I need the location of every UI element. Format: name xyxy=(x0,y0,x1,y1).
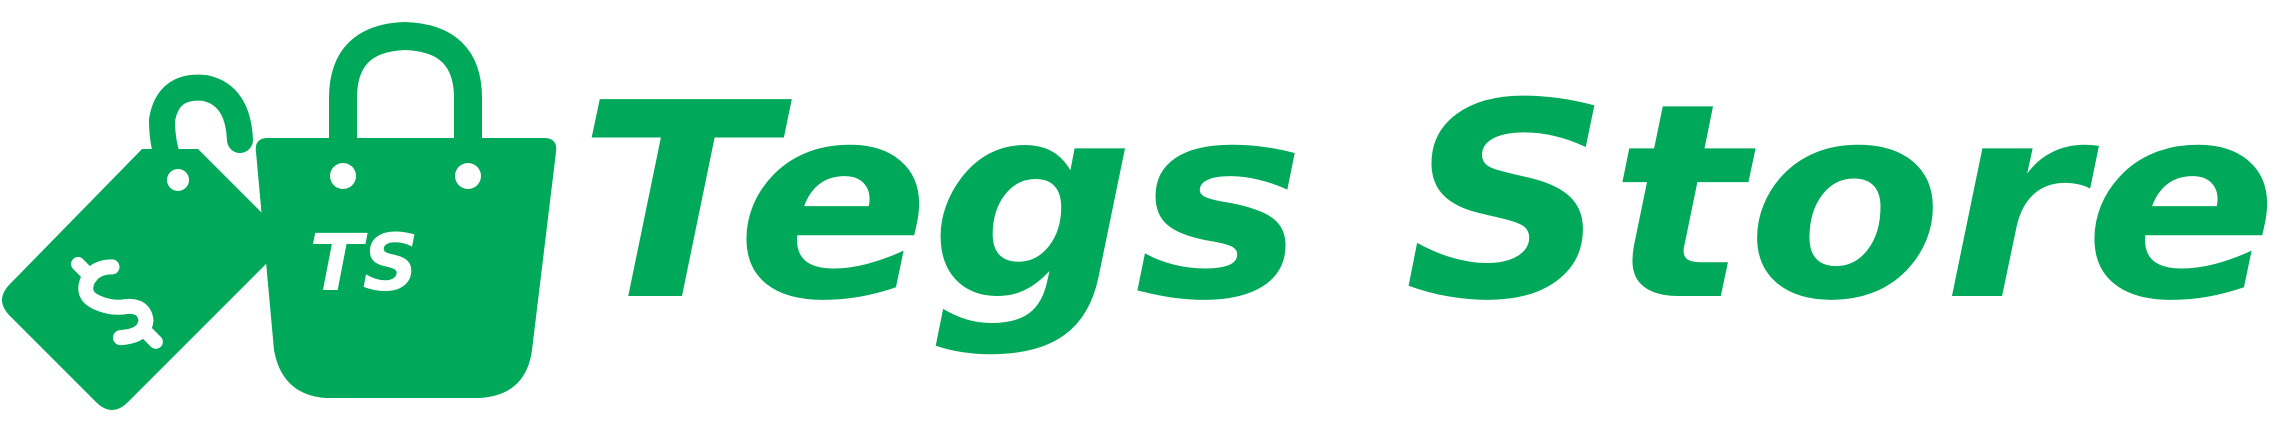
bag-handle xyxy=(329,21,482,152)
wordmark: Tegs Store xyxy=(578,64,2278,360)
price-tag-shape xyxy=(2,149,268,410)
logo-mark: TS xyxy=(2,21,557,410)
bag-body xyxy=(255,138,557,398)
bag-rivet-right xyxy=(455,163,481,189)
tag-string xyxy=(148,74,253,181)
bag-rivet-left xyxy=(330,163,356,189)
tag-hole xyxy=(153,155,203,205)
dollar-sign-icon xyxy=(71,257,163,349)
price-tag-icon xyxy=(2,74,268,410)
monogram: TS xyxy=(309,219,418,309)
shopping-bag-icon: TS xyxy=(255,21,557,398)
brand-name: Tegs Store xyxy=(578,64,2278,360)
